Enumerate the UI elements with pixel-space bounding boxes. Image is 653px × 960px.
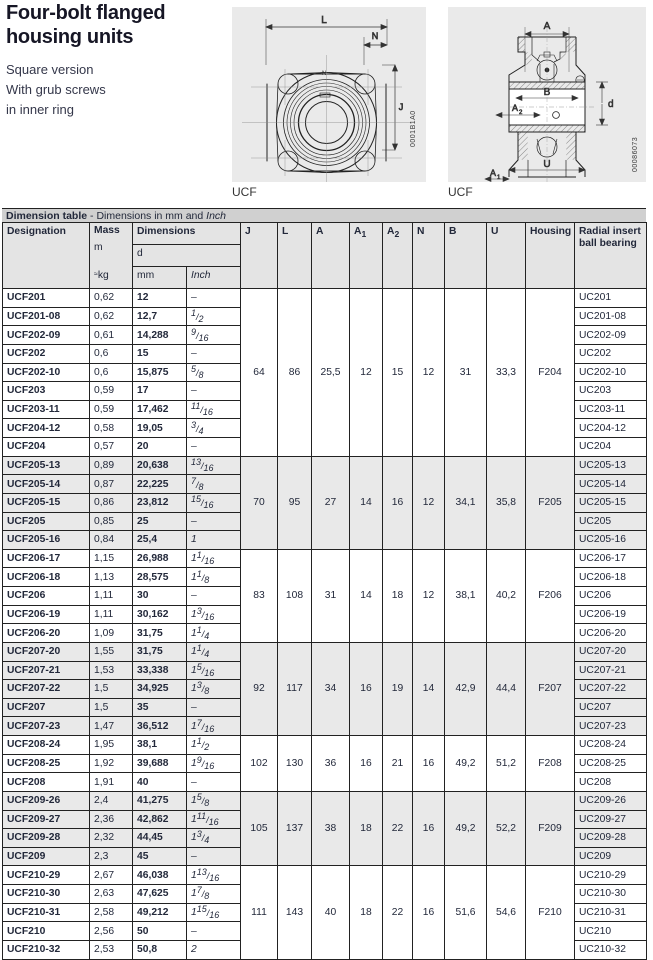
svg-text:d: d xyxy=(608,99,614,110)
svg-text:A: A xyxy=(512,103,518,113)
svg-text:00086073: 00086073 xyxy=(632,137,639,172)
svg-text:J: J xyxy=(399,102,404,112)
svg-text:L: L xyxy=(321,15,327,26)
svg-text:A: A xyxy=(490,168,496,178)
svg-text:1: 1 xyxy=(497,175,501,181)
svg-text:0001B1A0: 0001B1A0 xyxy=(410,110,417,147)
svg-text:N: N xyxy=(372,31,379,41)
svg-text:N: N xyxy=(322,71,326,77)
